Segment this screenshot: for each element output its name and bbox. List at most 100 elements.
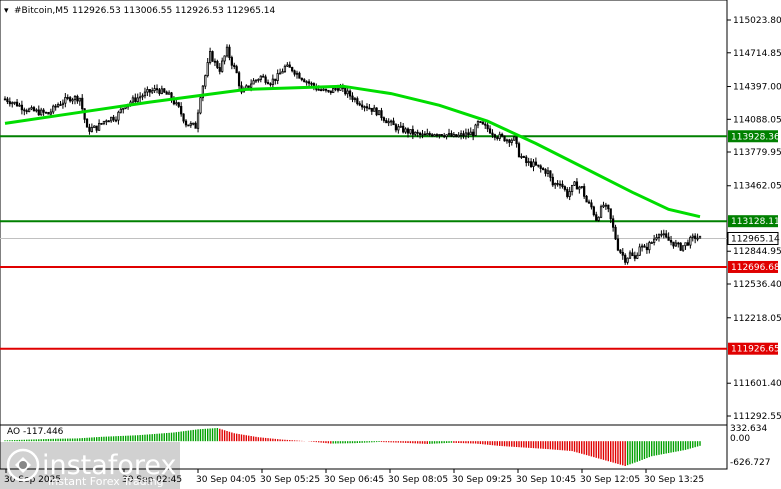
candle-body: [476, 121, 480, 126]
level-tag-bg: [728, 260, 778, 273]
candle-body: [11, 102, 14, 105]
candle-body: [151, 90, 154, 93]
candle-body: [112, 116, 115, 121]
candle-body: [459, 133, 463, 136]
candle-body: [551, 176, 554, 186]
candle-body: [392, 120, 395, 126]
candle-body: [431, 134, 434, 137]
candle-body: [324, 88, 328, 91]
candle-body: [269, 83, 272, 86]
candle-body: [163, 88, 166, 93]
candle-body: [377, 110, 381, 116]
candle-body: [457, 134, 460, 138]
time-tick-label: 30 Sep 06:45: [324, 475, 384, 485]
time-tick-label: 30 Sep 13:25: [644, 475, 704, 485]
candle-body: [35, 109, 38, 112]
candle-body: [368, 107, 371, 110]
candle-body: [402, 125, 405, 133]
current-price-tag: 112965.14: [727, 231, 780, 245]
candle-body: [298, 72, 301, 79]
candle-body: [221, 60, 224, 72]
candle-body: [409, 129, 412, 134]
candle-body: [498, 133, 501, 139]
price-tick-label: 114397.00: [733, 83, 781, 93]
candle-body: [361, 104, 364, 108]
candle-body: [387, 121, 390, 124]
candle-body: [136, 97, 139, 102]
candle-body: [464, 132, 468, 137]
candle-body: [570, 184, 574, 192]
candle-body: [76, 95, 79, 102]
ao-label: AO -117.446: [7, 427, 64, 437]
candle-body: [515, 136, 518, 145]
candle-body: [339, 87, 342, 91]
candle-body: [276, 73, 279, 81]
current-price-tag-label: 112965.14: [731, 234, 780, 244]
candle-body: [633, 255, 636, 259]
candle-body: [141, 95, 144, 98]
candle-body: [102, 120, 106, 124]
candle-body: [88, 126, 91, 132]
candle-body: [467, 132, 470, 136]
candle-body: [322, 88, 325, 91]
level-tag-label: 112696.68: [731, 263, 780, 273]
candle-body: [653, 238, 656, 243]
price-tick-label: 113779.95: [733, 148, 781, 158]
candle-body: [336, 88, 340, 91]
candle-body: [266, 82, 270, 85]
current-price-tag-bg: [727, 231, 779, 245]
candle-body: [283, 65, 287, 72]
candle-body: [435, 134, 439, 136]
candle-body: [66, 97, 69, 99]
candle-body: [40, 109, 43, 116]
candle-body: [686, 242, 690, 246]
candle-body: [508, 139, 511, 143]
candle-body: [667, 236, 670, 241]
candle-body: [365, 106, 369, 109]
candle-body: [500, 133, 504, 137]
time-tick-label: 30 Sep 10:45: [516, 475, 576, 485]
price-tick-label: 111601.40: [733, 379, 781, 389]
candle-body: [225, 46, 229, 57]
candle-body: [389, 120, 393, 123]
candle-body: [416, 131, 419, 134]
logo-tagline: Instant Forex Trading: [48, 475, 164, 488]
candle-body: [119, 108, 122, 113]
candle-body: [493, 134, 497, 138]
candle-body: [474, 124, 477, 136]
candle-body: [549, 170, 552, 178]
candle-body: [363, 106, 366, 109]
candle-body: [510, 139, 513, 143]
candle-body: [228, 46, 231, 58]
candle-body: [6, 98, 9, 103]
candle-body: [479, 121, 482, 123]
candle-body: [264, 76, 267, 83]
candle-body: [573, 181, 576, 186]
candle-body: [105, 120, 108, 123]
candle-body: [440, 134, 443, 137]
price-tick-label: 113462.05: [733, 182, 781, 192]
candle-body: [329, 90, 332, 94]
time-tick-label: 30 Sep 02:45: [122, 475, 182, 485]
candle-body: [356, 98, 359, 105]
candle-body: [423, 133, 427, 136]
candle-body: [609, 208, 612, 220]
candle-body: [259, 75, 262, 80]
price-tick-label: 112536.40: [733, 280, 781, 290]
candle-body: [590, 202, 593, 208]
candle-body: [184, 120, 188, 126]
candle-body: [527, 161, 530, 164]
candle-body: [385, 120, 388, 124]
candle-body: [375, 107, 378, 116]
candle-body: [351, 95, 354, 100]
candle-body: [114, 119, 118, 122]
candle-body: [78, 97, 81, 102]
candle-body: [23, 109, 26, 112]
moving-average-line: [4, 84, 701, 219]
candle-body: [563, 186, 566, 190]
time-tick-label: 30 Sep 12:05: [580, 475, 640, 485]
candle-body: [491, 132, 494, 136]
candle-body: [486, 124, 489, 130]
candle-body: [146, 89, 149, 93]
